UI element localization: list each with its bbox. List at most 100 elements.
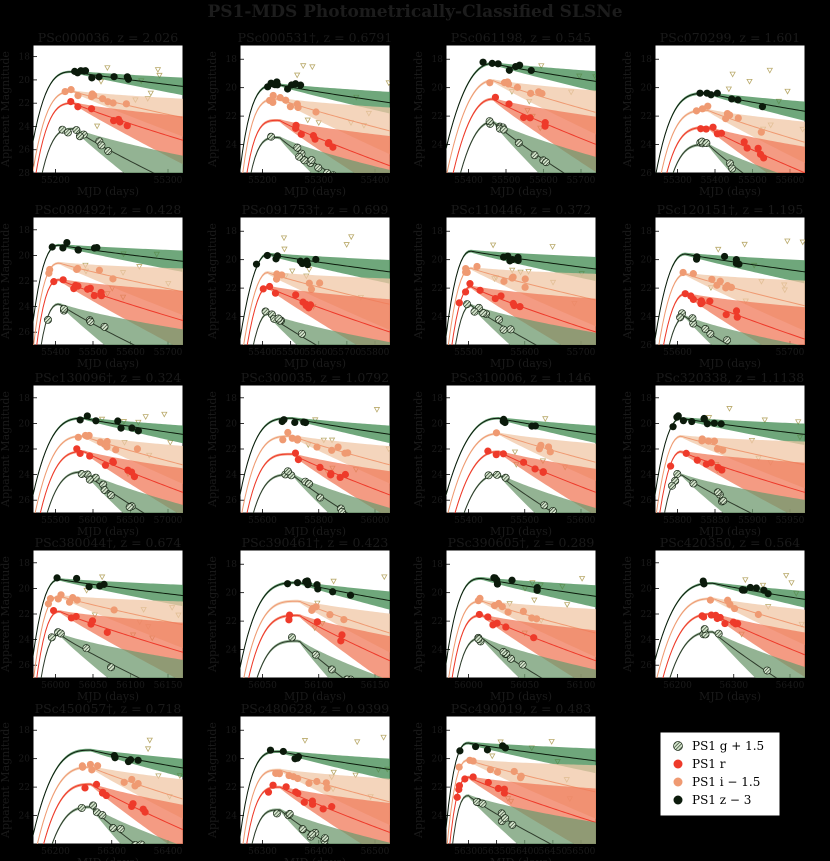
data-point-z <box>483 746 492 754</box>
plot-content <box>655 406 805 513</box>
data-point-g <box>676 313 685 322</box>
data-point-i <box>519 607 527 615</box>
upper-limit-marker <box>549 244 556 250</box>
plot-content <box>446 739 596 844</box>
x-tick-label: 56100 <box>567 681 596 691</box>
data-point-g <box>723 336 732 345</box>
data-point-i <box>288 434 296 442</box>
data-point-i <box>716 277 724 285</box>
data-point-r <box>469 773 477 781</box>
data-point-i <box>500 79 509 87</box>
upper-limit-marker <box>742 577 749 584</box>
data-point-r <box>707 611 715 619</box>
upper-limit-marker <box>766 67 773 74</box>
plot-content <box>446 242 596 345</box>
upper-limit-marker <box>146 737 153 744</box>
data-point-g <box>283 467 292 476</box>
data-point-r <box>139 805 147 813</box>
x-tick-label: 57000 <box>154 516 183 526</box>
data-point-r <box>67 98 75 106</box>
model-band-r <box>40 450 183 513</box>
data-point-r <box>292 291 300 299</box>
y-tick-label: 20 <box>432 256 444 266</box>
model-band-z <box>33 748 183 837</box>
model-band-i <box>661 109 805 173</box>
model-line-r <box>666 126 805 173</box>
upper-limit-marker <box>799 239 805 246</box>
data-point-z <box>283 85 292 93</box>
data-point-i <box>307 285 316 293</box>
data-point-r <box>682 449 690 457</box>
data-point-z <box>134 756 142 764</box>
data-point-r <box>740 138 748 146</box>
data-point-g <box>702 139 711 148</box>
x-tick-label: 56050 <box>79 681 108 691</box>
upper-limit-marker <box>352 772 359 779</box>
model-band-z <box>655 417 805 497</box>
model-band-z <box>240 581 390 670</box>
x-tick-label: 56400 <box>304 847 333 857</box>
y-tick-label: 26 <box>641 169 653 179</box>
legend-marker <box>673 759 683 769</box>
y-tick-label: 18 <box>226 227 238 237</box>
data-point-g <box>514 138 523 147</box>
data-point-z <box>527 66 535 75</box>
data-point-r <box>489 621 497 629</box>
data-point-r <box>337 637 345 645</box>
model-band-i <box>656 435 805 513</box>
data-point-g <box>508 820 517 829</box>
y-tick-label: 20 <box>19 584 31 594</box>
y-tick-label: 24 <box>19 471 31 481</box>
data-point-g <box>689 479 698 488</box>
plot-content <box>240 407 390 513</box>
upper-limit-marker <box>280 235 288 242</box>
upper-limit-marker <box>281 246 288 253</box>
panel-title: PSc070299, z = 1.601 <box>660 30 800 45</box>
data-point-g <box>106 491 115 500</box>
x-tick-label: 56350 <box>482 847 511 857</box>
data-point-z <box>76 416 84 424</box>
data-point-z <box>499 742 507 750</box>
model-band-i <box>242 768 390 844</box>
x-tick-label: 56300 <box>248 847 277 857</box>
x-axis-label: MJD (days) <box>77 525 139 538</box>
data-point-r <box>86 284 94 292</box>
data-point-z <box>669 423 677 431</box>
x-axis-label: MJD (days) <box>490 185 552 198</box>
data-point-g <box>714 629 723 638</box>
model-band-z <box>240 252 390 341</box>
data-point-g <box>288 633 296 642</box>
model-band-g <box>40 302 183 345</box>
y-tick-label: 24 <box>641 636 653 646</box>
model-band-z <box>33 417 183 497</box>
x-tick-label: 55200 <box>41 176 70 186</box>
data-point-r <box>519 113 528 122</box>
data-point-i <box>313 777 321 786</box>
data-point-r <box>519 458 528 466</box>
y-tick-label: 18 <box>432 394 444 404</box>
data-point-g <box>321 834 329 843</box>
x-tick-label: 55800 <box>304 516 333 526</box>
y-tick-label: 22 <box>432 284 443 294</box>
data-point-i <box>323 784 331 792</box>
x-tick-label: 56400 <box>776 681 805 691</box>
data-point-r <box>124 466 132 474</box>
data-point-g <box>493 470 501 479</box>
data-point-z <box>279 747 287 756</box>
legend-marker <box>673 795 683 805</box>
model-band-i <box>242 97 390 173</box>
model-line-g <box>669 631 778 678</box>
model-band-g <box>456 636 596 678</box>
data-point-r <box>129 800 137 808</box>
data-point-i <box>122 100 130 108</box>
legend-marker <box>673 777 683 787</box>
model-line-i <box>446 80 596 173</box>
data-point-g <box>298 825 307 834</box>
plot-content <box>33 411 183 513</box>
y-tick-label: 18 <box>641 559 653 569</box>
model-band-g <box>252 473 390 513</box>
data-point-i <box>334 443 342 451</box>
data-point-i <box>492 429 501 437</box>
data-point-g <box>478 799 487 808</box>
y-tick-label: 24 <box>226 313 238 323</box>
